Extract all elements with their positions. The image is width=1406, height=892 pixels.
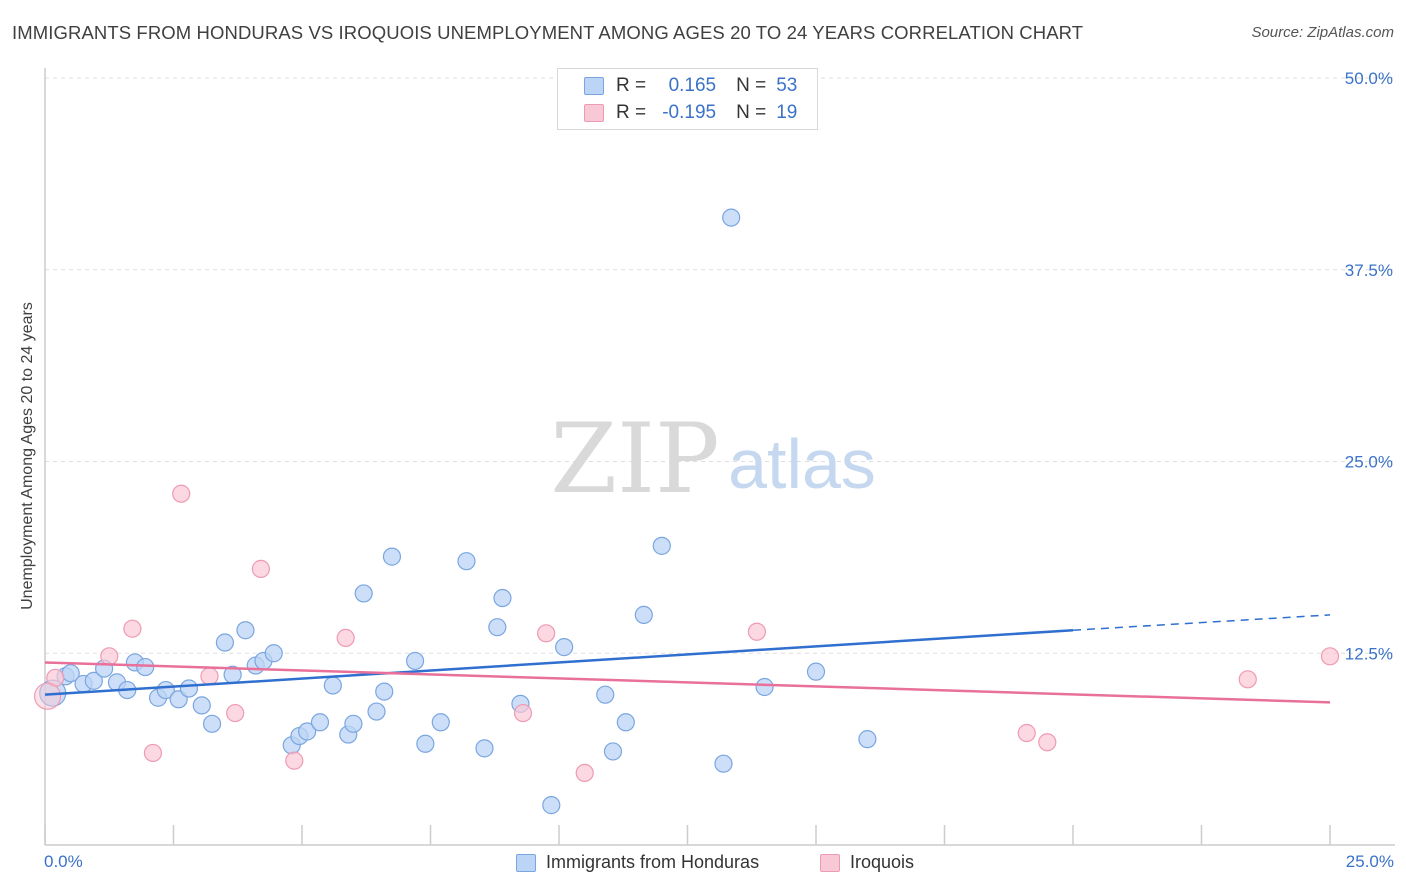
honduras-point [215,633,234,652]
r-value: 0.165 [668,75,717,96]
y-tick-labels: 12.5% 25.0% 37.5% 50.0% [1345,69,1393,663]
honduras-point [858,730,877,749]
iroquois-point [285,751,304,770]
iroquois-point [537,624,556,643]
honduras-point [367,702,386,721]
iroquois-point [200,667,219,686]
honduras-point [555,638,574,657]
honduras-point [375,682,394,701]
x-tick-label-max: 25.0% [1345,852,1394,871]
y-tick-label: 12.5% [1345,644,1393,663]
y-axis-label: Unemployment Among Ages 20 to 24 years [19,302,36,610]
chart-title: IMMIGRANTS FROM HONDURAS VS IROQUOIS UNE… [12,22,1084,43]
honduras-point [616,713,635,732]
r-label: R = [616,75,647,96]
honduras-point [264,644,283,663]
honduras-point [310,713,330,732]
n-value: 53 [776,75,798,96]
honduras-trend-extension [1072,614,1331,631]
honduras-point [652,536,671,555]
honduras-point [714,754,733,773]
honduras-swatch [584,77,604,95]
axes [44,68,1395,846]
iroquois-point [1238,670,1257,689]
honduras-point [298,722,317,741]
iroquois-point [513,703,533,723]
honduras-point [192,696,211,715]
iroquois-point [123,619,142,638]
honduras-point [236,621,255,640]
iroquois-point [172,484,191,503]
honduras-point [344,714,363,733]
n-label: N = [736,75,767,96]
honduras-point [806,662,826,681]
iroquois-swatch [584,104,604,122]
watermark-atlas: atlas [728,425,876,503]
y-tick-label: 37.5% [1345,261,1393,280]
legend-item-honduras[interactable]: Immigrants from Honduras [516,852,759,873]
honduras-point [755,677,774,697]
honduras-point [457,552,476,571]
legend-label-honduras: Immigrants from Honduras [546,852,760,872]
iroquois-point [575,763,594,783]
r-label: R = [616,102,647,123]
honduras-point [416,734,435,753]
honduras-point [603,742,623,761]
legend-label-iroquois: Iroquois [850,852,915,872]
iroquois-point [1038,733,1057,752]
honduras-legend-swatch [516,853,536,872]
iroquois-point [1320,647,1340,666]
data-points [33,208,1340,815]
legend-row-iroquois: R = -0.195 N = 19 [584,100,797,126]
honduras-point [475,739,494,758]
iroquois-point [747,622,766,641]
honduras-point [634,605,653,625]
iroquois-point [251,559,270,578]
honduras-point [202,714,222,733]
iroquois-point [143,743,163,763]
honduras-point [493,588,512,608]
iroquois-point [1017,723,1036,743]
honduras-point [542,796,561,815]
source-label: Source: ZipAtlas.com [1251,24,1394,41]
watermark: ZIP atlas [550,403,876,515]
honduras-point [136,657,155,677]
x-tick-label-min: 0.0% [44,852,83,871]
y-tick-label: 25.0% [1345,453,1393,472]
series-legend: Immigrants from Honduras Iroquois [0,852,1406,878]
honduras-point [179,679,199,698]
iroquois-point [33,682,62,710]
watermark-zip: ZIP [550,403,719,515]
iroquois-point [100,647,119,666]
iroquois-point [226,703,245,723]
legend-item-iroquois[interactable]: Iroquois [820,852,914,873]
honduras-point [323,676,342,695]
n-value: 19 [776,102,798,123]
iroquois-point [336,628,355,648]
grid-lines [45,77,1395,654]
honduras-point [382,547,402,566]
honduras-point [488,618,507,637]
honduras-point [431,713,450,732]
correlation-legend: R = 0.165 N = 53 R = -0.195 N = 19 [557,68,818,130]
trend-lines [44,614,1331,704]
honduras-point [354,584,373,603]
honduras-point [722,208,741,227]
r-value: -0.195 [662,102,717,123]
honduras-trend-line [44,628,1074,696]
iroquois-legend-swatch [820,853,840,872]
honduras-point [596,685,615,704]
legend-row-honduras: R = 0.165 N = 53 [584,73,797,99]
n-label: N = [736,102,767,123]
y-tick-label: 50.0% [1345,69,1393,88]
honduras-point [84,671,103,690]
iroquois-trend-line [44,661,1331,704]
honduras-point [405,651,425,671]
